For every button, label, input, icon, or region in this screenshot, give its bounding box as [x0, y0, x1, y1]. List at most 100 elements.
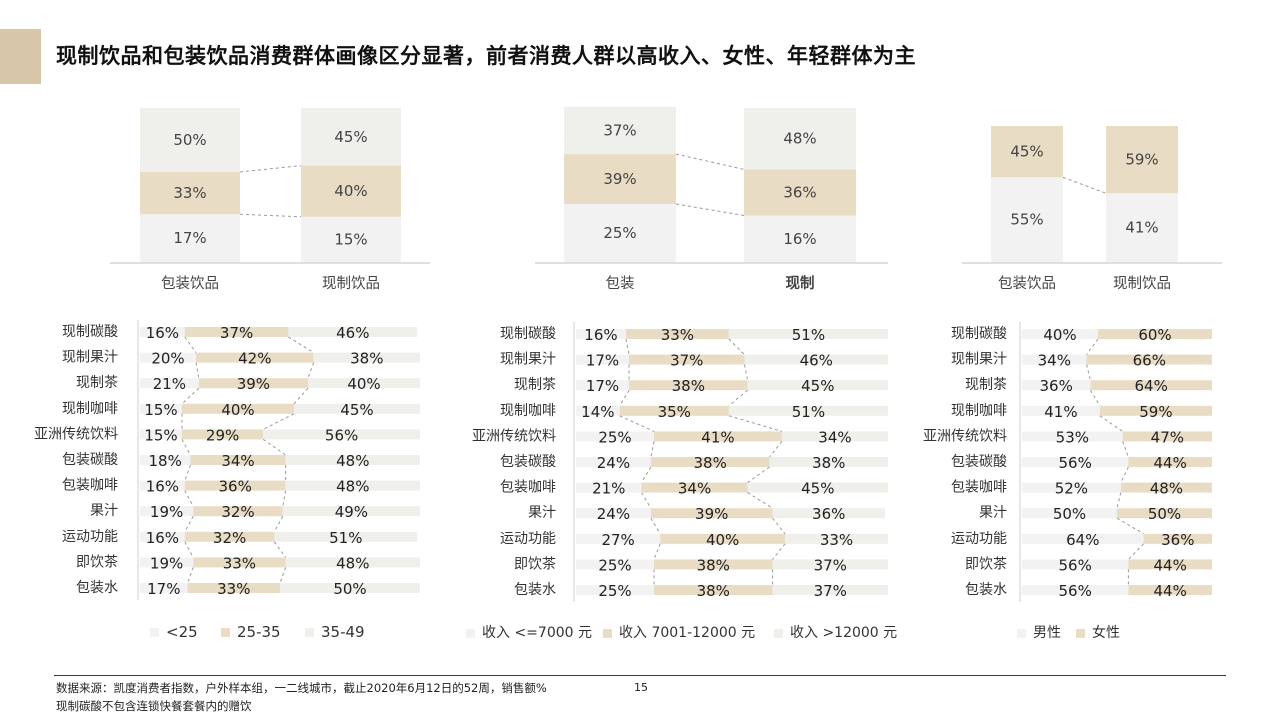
hbar-connector-line	[282, 490, 287, 507]
hbar-category-label: 包装咖啡	[500, 480, 556, 496]
hbar-segment	[140, 378, 199, 389]
hbar-data-label: 24%	[597, 505, 630, 523]
hbar-category-label: 即饮茶	[76, 554, 118, 570]
hbar-category-label: 现制果汁	[500, 352, 556, 368]
hbar-category-label: 现制果汁	[62, 350, 118, 366]
hbar-data-label: 51%	[792, 403, 825, 421]
vbar-connector-line	[675, 203, 745, 217]
hbar-data-label: 17%	[586, 352, 619, 370]
hbar-segment	[187, 583, 280, 593]
hbar-category-label: 现制碳酸	[951, 326, 1007, 342]
vbar-segment	[140, 108, 240, 172]
hbar-segment	[576, 585, 654, 595]
hbar-segment	[140, 506, 194, 517]
hbar-data-label: 41%	[1044, 403, 1077, 421]
hbar-segment	[193, 506, 283, 517]
hbar-category-label: 现制茶	[76, 375, 118, 391]
hbar-category-label: 包装水	[514, 582, 556, 598]
vbar-segment	[140, 172, 240, 215]
hbar-data-label: 48%	[336, 452, 369, 470]
hbar-data-label: 20%	[151, 350, 184, 368]
hbar-connector-line	[728, 415, 783, 432]
hbar-category-label: 果汁	[528, 505, 556, 521]
hbar-data-label: 39%	[237, 375, 270, 393]
hbar-connector-line	[181, 387, 200, 405]
hbar-data-label: 16%	[146, 478, 179, 496]
hbar-data-label: 49%	[335, 503, 368, 521]
hbar-category-label: 即饮茶	[965, 556, 1007, 572]
hbar-data-label: 37%	[670, 352, 703, 370]
hbar-data-label: 56%	[1059, 582, 1092, 600]
hbar-connector-line	[1099, 415, 1123, 432]
hbar-data-label: 40%	[706, 531, 739, 549]
hbar-segment	[1120, 482, 1212, 493]
hbar-segment	[654, 585, 773, 595]
hbar-segment	[1099, 405, 1212, 416]
hbar-connector-line	[641, 492, 652, 509]
hbar-segment	[285, 557, 420, 568]
hbar-data-label: 44%	[1154, 454, 1187, 472]
hbar-segment	[1022, 533, 1144, 544]
vbar-segment	[991, 126, 1063, 178]
hbar-segment	[140, 352, 196, 363]
hbar-data-label: 50%	[333, 580, 366, 598]
hbar-segment	[654, 431, 782, 442]
hbar-data-label: 48%	[1150, 480, 1183, 498]
hbar-segment	[650, 457, 770, 467]
hbar-connector-line	[747, 466, 770, 484]
hbar-segment	[140, 531, 185, 542]
hbar-data-label: 18%	[149, 452, 182, 470]
hbar-data-label: 36%	[1161, 531, 1194, 549]
vbar-segment	[301, 165, 401, 217]
hbar-connector-line	[653, 543, 661, 560]
vbar-connector-line	[239, 213, 302, 218]
hbar-data-label: 38%	[693, 454, 726, 472]
legend-swatch	[466, 629, 475, 638]
hbar-connector-line	[747, 492, 773, 509]
hbar-category-label: 亚洲传统饮料	[472, 428, 556, 444]
hbar-segment	[1022, 457, 1129, 467]
hbar-segment	[769, 457, 888, 467]
hbar-data-label: 15%	[144, 401, 177, 419]
vbar-data-label: 39%	[603, 170, 636, 188]
hbar-segment	[747, 380, 888, 391]
vbar-data-label: 59%	[1125, 151, 1158, 169]
hbar-segment	[1128, 457, 1212, 467]
hbar-category-label: 现制碳酸	[500, 326, 556, 342]
hbar-segment	[288, 327, 418, 337]
legend-label: <25	[166, 623, 198, 641]
hbar-segment	[781, 431, 888, 442]
hbar-data-label: 56%	[1059, 454, 1092, 472]
vbar-segment	[301, 108, 401, 166]
vbar-segment	[744, 215, 856, 262]
hbar-segment	[140, 455, 191, 465]
hbar-data-label: 37%	[814, 582, 847, 600]
hbar-data-label: 40%	[347, 375, 380, 393]
hbar-data-label: 56%	[325, 426, 358, 444]
legend-swatch	[603, 629, 612, 638]
legend-label: 收入 <=7000 元	[482, 625, 592, 641]
legend-label: 25-35	[237, 623, 281, 641]
hbar-data-label: 16%	[146, 324, 179, 342]
hbar-connector-line	[772, 517, 786, 535]
hbar-data-label: 38%	[812, 454, 845, 472]
vbar-data-label: 15%	[334, 230, 367, 248]
hbar-connector-line	[650, 517, 661, 535]
hbar-segment	[1090, 380, 1212, 391]
title-accent-block	[0, 29, 41, 84]
vbar-segment	[744, 169, 856, 216]
footnote: 现制碳酸不包含连锁快餐套餐内的赠饮	[56, 699, 252, 713]
hbar-data-label: 32%	[221, 503, 254, 521]
hbar-data-label: 41%	[701, 428, 734, 446]
hbar-connector-line	[728, 338, 745, 355]
hbar-category-label: 现制碳酸	[62, 324, 118, 340]
hbar-segment	[1022, 431, 1123, 442]
vbar-data-label: 37%	[603, 121, 636, 139]
hbar-connector-line	[307, 362, 315, 379]
hbar-segment	[308, 378, 420, 389]
vbar-segment	[991, 177, 1063, 262]
vbar-data-label: 41%	[1125, 219, 1158, 237]
hbar-category-label: 现制咖啡	[62, 401, 118, 417]
hbar-segment	[184, 327, 289, 337]
hbar-data-label: 45%	[801, 480, 834, 498]
